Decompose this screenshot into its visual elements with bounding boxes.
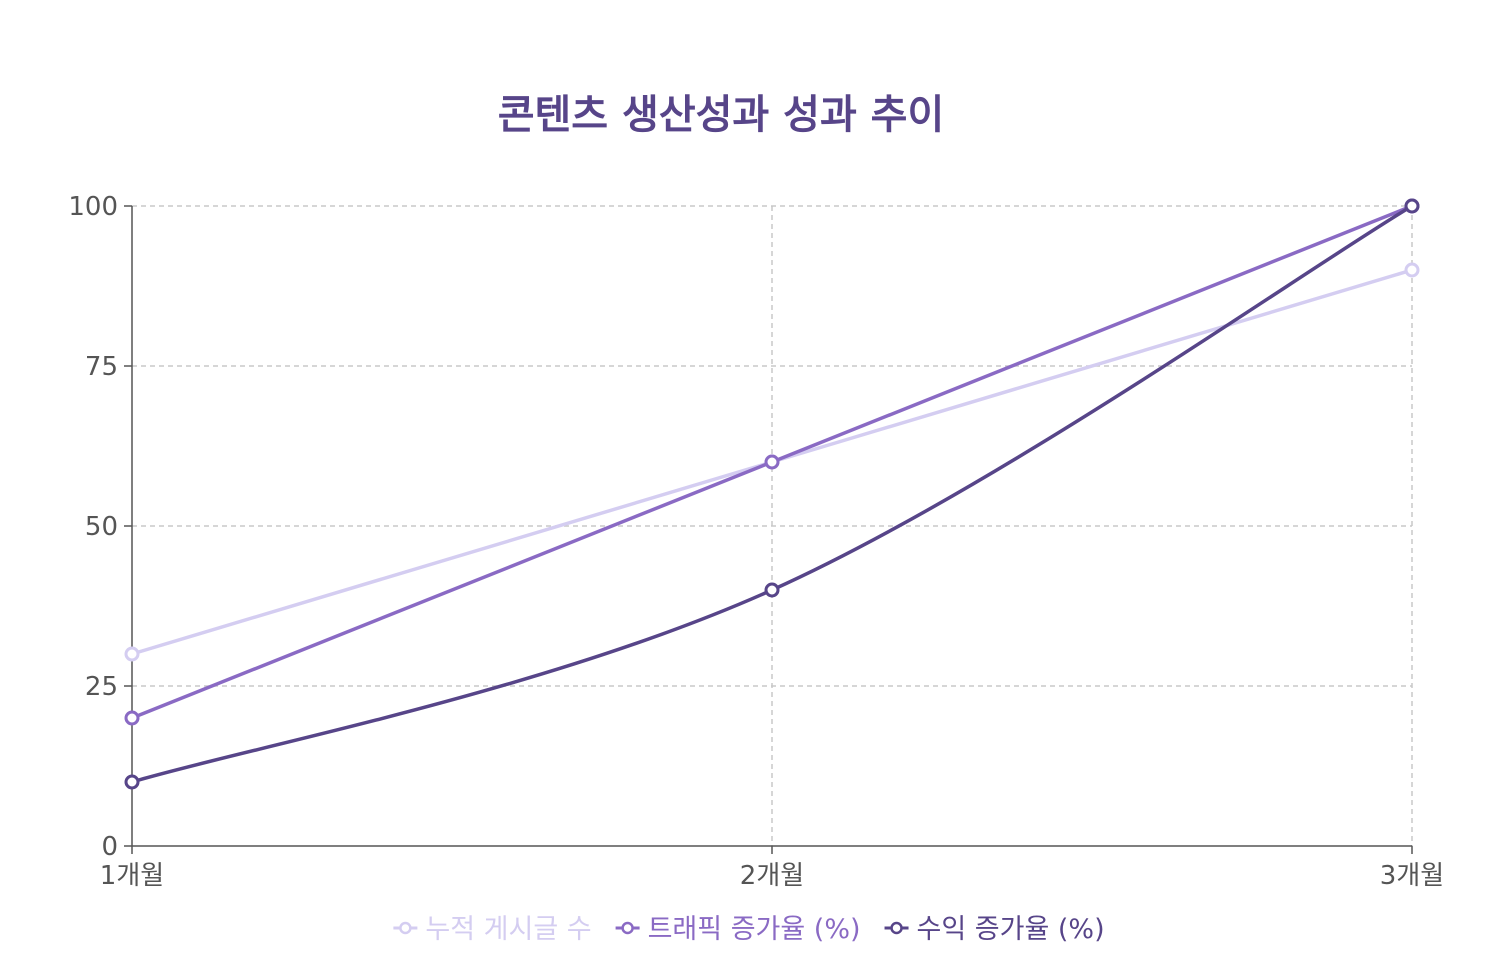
legend: 누적 게시글 수 트래픽 증가율 (%) 수익 증가율 (%) bbox=[393, 914, 1105, 945]
legend-marker bbox=[890, 921, 903, 935]
legend-label: 수익 증가율 (%) bbox=[917, 914, 1105, 945]
data-point bbox=[124, 646, 140, 662]
x-tick-label: 2개월 bbox=[740, 861, 804, 891]
data-point bbox=[1404, 262, 1420, 278]
y-tick-label: 50 bbox=[85, 512, 118, 542]
y-tick-label: 0 bbox=[101, 832, 118, 862]
y-tick-label: 100 bbox=[68, 192, 118, 222]
chart-title: 콘텐츠 생산성과 성과 추이 bbox=[498, 92, 945, 138]
legend-item: 누적 게시글 수 bbox=[393, 914, 592, 945]
data-point bbox=[124, 710, 140, 726]
grid bbox=[132, 205, 1413, 846]
legend-item: 트래픽 증가율 (%) bbox=[615, 914, 861, 945]
data-point bbox=[1404, 198, 1420, 214]
legend-label: 누적 게시글 수 bbox=[425, 914, 591, 945]
legend-item: 수익 증가율 (%) bbox=[884, 914, 1105, 945]
series-3 bbox=[124, 198, 1420, 790]
legend-label: 트래픽 증가율 (%) bbox=[648, 914, 861, 945]
x-tick-label: 1개월 bbox=[100, 861, 164, 891]
legend-marker bbox=[621, 921, 634, 935]
data-point bbox=[124, 774, 140, 790]
data-point bbox=[764, 582, 780, 598]
plot-area bbox=[124, 198, 1420, 790]
x-tick-label: 3개월 bbox=[1380, 861, 1444, 891]
y-tick-label: 25 bbox=[85, 672, 118, 702]
y-tick-label: 75 bbox=[85, 352, 118, 382]
data-point bbox=[764, 454, 780, 470]
axes: 0 25 50 75 100 1개월 2개월 3개월 bbox=[68, 192, 1444, 891]
legend-marker bbox=[399, 921, 412, 935]
